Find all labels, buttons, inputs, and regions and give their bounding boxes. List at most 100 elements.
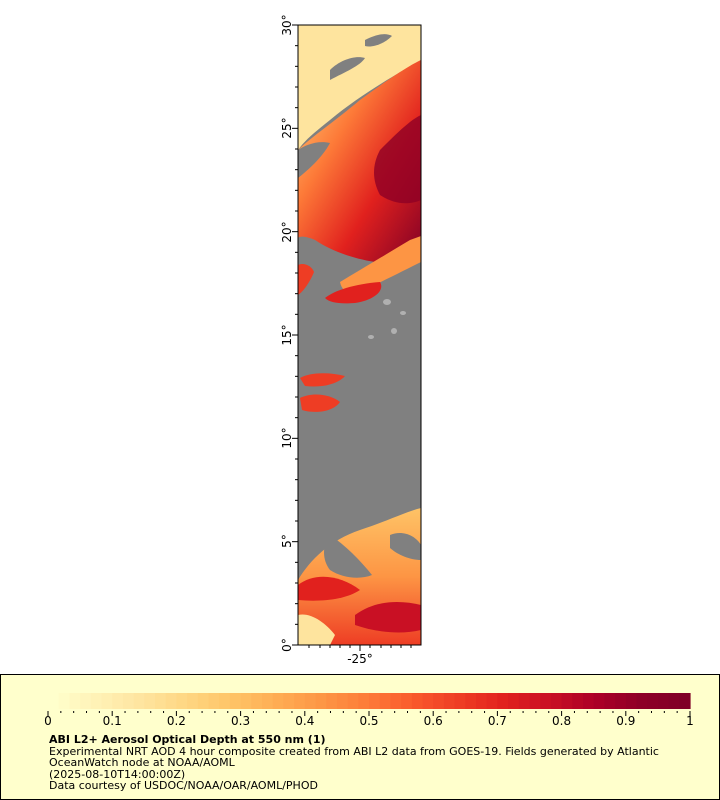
colorbar-cell <box>229 693 242 709</box>
colorbar-cell <box>251 693 263 709</box>
colorbar-ticks <box>47 711 691 716</box>
nodata-patch-top-1 <box>330 57 365 80</box>
colorbar-cell <box>604 693 616 709</box>
colorbar-cell <box>326 693 338 709</box>
colorbar-cell <box>219 693 231 709</box>
colorbar-cell <box>540 693 552 709</box>
colorbar-cell <box>508 693 520 709</box>
colorbar-cell <box>176 693 188 709</box>
aod-orange-tongue <box>340 236 421 294</box>
colorbar-cell <box>240 693 252 709</box>
axis-ticks <box>292 24 412 651</box>
nodata-patch-top-3 <box>298 142 330 178</box>
colorbar-labels: 0 0.1 0.2 0.3 0.4 0.5 0.6 0.7 0.8 0.9 1 <box>44 714 694 728</box>
colorbar-tick-label: 0.4 <box>295 714 314 728</box>
colorbar-cell <box>529 693 541 709</box>
colorbar-cell <box>155 693 167 709</box>
colorbar-cell <box>401 693 413 709</box>
colorbar-cell <box>80 693 92 709</box>
colorbar-cell <box>347 693 359 709</box>
colorbar-cell <box>668 693 680 709</box>
legend-caption: ABI L2+ Aerosol Optical Depth at 550 nm … <box>49 734 699 792</box>
colorbar-cell <box>583 693 595 709</box>
colorbar-cell <box>422 693 434 709</box>
colorbar-cell <box>144 693 156 709</box>
colorbar-tick-label: 0 <box>44 714 52 728</box>
colorbar-cell <box>390 693 402 709</box>
y-label-20: 20° <box>280 221 294 242</box>
aod-plume-dark-core <box>374 115 421 204</box>
colorbar-cell <box>283 693 295 709</box>
aod-red-patch-12n-b <box>300 394 340 412</box>
nodata-patch-bottom-1 <box>324 535 372 578</box>
aod-top-pale-region <box>298 25 421 150</box>
colorbar-cell <box>476 693 488 709</box>
colorbar-cell <box>112 693 124 709</box>
colorbar-cell <box>208 693 220 709</box>
colorbar-cell <box>315 693 327 709</box>
colorbar-cell <box>90 693 103 709</box>
nodata-patch-bottom-2 <box>390 533 421 560</box>
colorbar-cell <box>550 693 563 709</box>
legend-credit: Data courtesy of USDOC/NOAA/OAR/AOML/PHO… <box>49 779 318 792</box>
colorbar-cell <box>358 693 370 709</box>
colorbar-cell <box>187 693 199 709</box>
y-label-5: 5° <box>280 534 294 548</box>
colorbar-cell <box>304 693 317 709</box>
legend-timestamp: (2025-08-10T14:00:00Z) <box>49 767 186 781</box>
colorbar-tick-label: 0.7 <box>488 714 507 728</box>
colorbar-cell <box>294 693 306 709</box>
colorbar-cell <box>625 693 638 709</box>
colorbar-cell <box>69 693 81 709</box>
map-panel <box>298 25 421 645</box>
colorbar-tick-label: 0.6 <box>424 714 443 728</box>
colorbar-cell <box>486 693 498 709</box>
colorbar-cell <box>518 693 531 709</box>
colorbar-tick-label: 0.5 <box>359 714 378 728</box>
colorbar-cell <box>657 693 670 709</box>
colorbar-cell <box>454 693 466 709</box>
island-4 <box>391 328 397 334</box>
legend-description: Experimental NRT AOD 4 hour composite cr… <box>49 744 659 769</box>
aod-red-patch-left-19n <box>298 263 314 295</box>
colorbar-cell <box>433 693 445 709</box>
colorbar-cell <box>369 693 381 709</box>
aod-map: 0° 5° 10° 15° 20° 25° 30° -25° <box>280 14 422 666</box>
colorbar-cell <box>48 693 60 709</box>
colorbar-cell <box>572 693 584 709</box>
aod-red-patch-bottom-2 <box>355 602 421 633</box>
colorbar-cell <box>379 693 391 709</box>
colorbar-cell <box>615 693 627 709</box>
colorbar-cell <box>465 693 477 709</box>
aod-dust-plume <box>298 60 421 262</box>
colorbar-tick-label: 1 <box>686 714 694 728</box>
colorbar-tick-label: 0.1 <box>103 714 122 728</box>
colorbar-cell <box>443 693 456 709</box>
legend-title: ABI L2+ Aerosol Optical Depth at 550 nm … <box>49 733 326 746</box>
island-1 <box>383 299 391 305</box>
island-2 <box>400 311 406 315</box>
aod-red-patch-12n-a <box>300 373 345 387</box>
y-label-15: 15° <box>280 324 294 345</box>
colorbar-cell <box>561 693 573 709</box>
colorbar: 0 0.1 0.2 0.3 0.4 0.5 0.6 0.7 0.8 0.9 1 <box>44 693 694 728</box>
colorbar-cell <box>593 693 605 709</box>
y-label-25: 25° <box>280 117 294 138</box>
colorbar-cell <box>636 693 648 709</box>
colorbar-cell <box>497 693 509 709</box>
y-label-30: 30° <box>280 14 294 35</box>
colorbar-cell <box>58 693 70 709</box>
colorbar-cell <box>262 693 274 709</box>
colorbar-cells <box>48 693 691 709</box>
colorbar-cell <box>165 693 177 709</box>
y-label-10: 10° <box>280 427 294 448</box>
colorbar-cell <box>679 693 691 709</box>
legend-panel: 0 0.1 0.2 0.3 0.4 0.5 0.6 0.7 0.8 0.9 1 ABI L2+ Ae… <box>0 674 720 800</box>
colorbar-tick-label: 0.3 <box>231 714 250 728</box>
colorbar-cell <box>336 693 349 709</box>
colorbar-cell <box>133 693 145 709</box>
aod-pale-patch-bottom <box>298 614 335 645</box>
nodata-patch-top-2 <box>365 34 392 47</box>
colorbar-tick-label: 0.2 <box>167 714 186 728</box>
colorbar-tick-label: 0.8 <box>552 714 571 728</box>
